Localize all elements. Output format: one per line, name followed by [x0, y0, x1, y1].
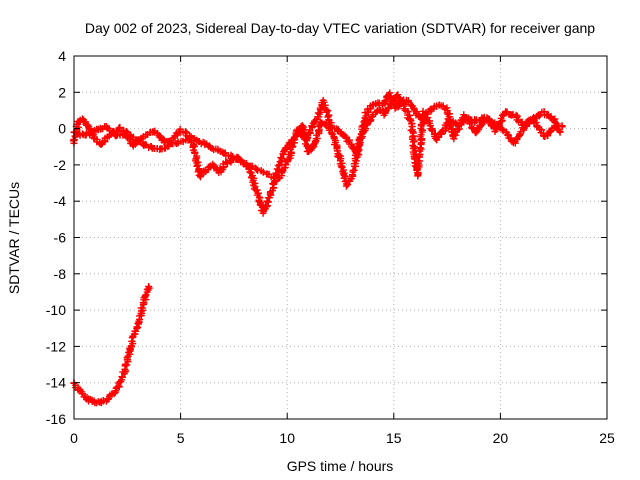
data-point [509, 110, 517, 118]
y-tick-label: 0 [58, 121, 66, 137]
data-point [359, 121, 367, 129]
x-axis-title: GPS time / hours [287, 458, 394, 474]
data-point [250, 181, 258, 189]
data-point [313, 134, 321, 142]
data-point [85, 129, 93, 137]
y-tick-label: -14 [46, 375, 66, 391]
data-point [289, 142, 297, 150]
y-tick-label: -16 [46, 411, 66, 427]
data-point [405, 115, 413, 123]
data-point [145, 283, 153, 291]
tick-layer [73, 55, 608, 420]
x-tick-label: 15 [386, 430, 402, 446]
y-tick-label: -6 [54, 230, 67, 246]
x-tick-label: 25 [599, 430, 615, 446]
data-point [342, 182, 350, 190]
y-tick-label: -4 [54, 193, 67, 209]
x-tick-label: 5 [177, 430, 185, 446]
series-low-branch [70, 283, 153, 407]
data-point [278, 154, 286, 162]
data-point [253, 165, 261, 173]
x-tick-label: 10 [279, 430, 295, 446]
data-point [364, 108, 372, 116]
data-point [362, 112, 370, 120]
data-point [477, 122, 485, 130]
label-layer: 0 5 10 15 20 25 -16 -14 -12 -10 -8 -6 -4 -2 0 2 4 [46, 48, 615, 446]
data-point [324, 107, 332, 115]
data-point [194, 161, 202, 169]
data-point [409, 141, 417, 149]
data-point [463, 114, 471, 122]
data-point [438, 127, 446, 135]
data-point [190, 142, 198, 150]
grid-layer [74, 56, 607, 419]
data-point [556, 128, 564, 136]
data-layer [69, 89, 566, 407]
y-tick-label: -12 [46, 338, 66, 354]
series-upper-band [70, 89, 564, 183]
data-point [416, 144, 424, 152]
y-tick-label: -10 [46, 302, 66, 318]
data-point [498, 111, 506, 119]
data-point [513, 116, 521, 124]
data-point [337, 162, 345, 170]
data-point [394, 91, 402, 99]
x-tick-label: 20 [493, 430, 509, 446]
data-point [327, 123, 335, 131]
data-point [308, 144, 316, 152]
data-point [275, 162, 283, 170]
y-tick-label: 4 [58, 48, 66, 64]
y-tick-label: 2 [58, 84, 66, 100]
y-tick-label: -2 [54, 157, 67, 173]
plot-frame [73, 55, 608, 420]
chart-title: Day 002 of 2023, Sidereal Day-to-day VTE… [85, 20, 595, 36]
data-point [327, 129, 335, 137]
y-tick-label: -8 [54, 266, 67, 282]
y-axis-title: SDTVAR / TECUs [6, 182, 22, 294]
data-point [519, 124, 527, 132]
x-tick-label: 0 [70, 430, 78, 446]
data-point [259, 168, 267, 176]
data-point [550, 118, 558, 126]
